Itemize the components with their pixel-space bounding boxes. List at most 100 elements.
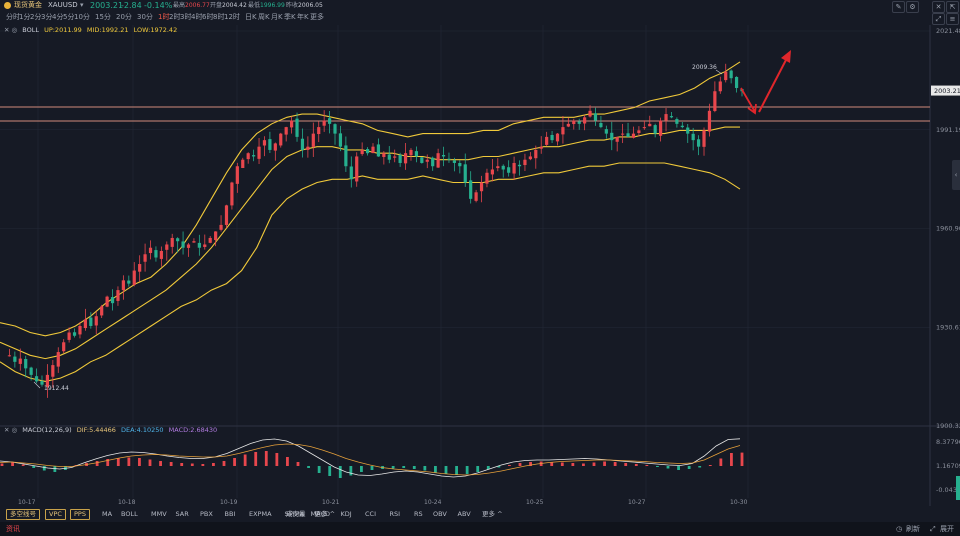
indicator-sub-item[interactable]: RS [414,510,423,518]
timeframe-tab[interactable]: 分时 [6,13,20,21]
timeframe-tab[interactable]: 5分 [63,13,75,21]
indicator-main-item[interactable]: EXPMA [249,510,272,518]
timeframe-tab[interactable]: 20分 [116,13,132,21]
x-tick-label: 10-17 [18,499,36,506]
close-icon[interactable]: ✕ [932,1,945,13]
expand-footer-icon[interactable]: ⤢ [930,525,936,533]
candle-body [29,367,33,375]
macd-tick-label: 8.37796 [936,438,960,446]
macd-panel [0,438,744,478]
timeframe-tab[interactable]: 6时 [202,13,214,21]
expand-label[interactable]: 展开 [940,525,954,533]
macd-bar [275,453,279,466]
timeframe-tab[interactable]: 3分 [41,13,53,21]
timeframe-tab[interactable]: 4时 [191,13,203,21]
candle-body [523,159,527,166]
candle-body [317,127,321,135]
candle-body [631,133,636,138]
settings-icon[interactable]: ⚙ [906,1,919,13]
indicator-sub-item[interactable]: KDJ [340,510,352,518]
macd-bar [708,465,712,466]
indicator-main-item[interactable]: 更多 ^ [314,510,336,518]
timeframe-tab[interactable]: 10分 [74,13,90,21]
instrument-symbol[interactable]: XAUUSD [48,1,78,9]
macd-bar [169,462,173,466]
pps-button[interactable]: PPS [70,509,90,520]
candle-body [159,250,163,259]
timeframe-tab[interactable]: 季K [284,13,296,21]
timeframe-tab[interactable]: 2时 [169,13,181,21]
macd-bar [222,461,226,466]
candle-body [659,120,663,136]
timeframe-tab[interactable]: 8时 [213,13,225,21]
draw-tool-icon[interactable]: ✎ [892,1,905,13]
macd-bar [243,454,247,466]
indicator-main-item[interactable]: BBI [224,510,236,518]
timeframe-tab[interactable]: 15分 [95,13,111,21]
candle-body [344,145,348,167]
indicator-sub-item[interactable]: 成交量 [286,510,306,518]
indicator-main-item[interactable]: PBX [200,510,213,518]
candle-body [7,355,12,357]
timeframe-tab[interactable]: 月K [271,13,283,21]
long-short-signal-button[interactable]: 多空线号 [6,509,40,520]
macd-bar [434,466,437,473]
macd-bar [634,464,638,466]
candle-body [322,120,326,126]
price-chart[interactable]: 2021.48 1991.19 1960.90 1930.61 1900.32 2003.… [0,0,960,506]
x-tick-label: 10-21 [322,499,340,506]
timeframe-tab[interactable]: 30分 [137,13,153,21]
indicator-main-item[interactable]: SMMA [284,510,305,518]
timeframe-tab[interactable]: 3时 [180,13,192,21]
macd-bar [328,466,332,476]
indicator-sub-item[interactable]: RSI [389,510,401,518]
price-tick-label: 1930.61 [936,323,960,331]
macd-bar [0,463,4,466]
refresh-icon[interactable]: ◷ [896,525,903,533]
timeframe-tab[interactable]: 1分 [19,13,31,21]
macd-bar [508,465,511,466]
macd-bar [201,464,205,466]
candle-body [447,158,451,160]
indicator-sub-item[interactable]: MACD [310,510,330,518]
indicator-sub-item[interactable]: ABV [457,510,471,518]
indicator-main-item[interactable]: BOLL [121,510,138,518]
indicator-sub-item[interactable]: CCI [365,510,376,518]
menu-icon[interactable]: ≡ [946,13,959,25]
symbol-dropdown-icon[interactable]: ▾ [80,1,84,9]
timeframe-tab[interactable]: 1时 [158,13,170,21]
candle-body [45,374,50,387]
annotations: 2009.36 1912.44 [33,50,791,392]
indicator-main-item[interactable]: MA [102,510,113,518]
timeframe-tab[interactable]: 2分 [30,13,42,21]
timeframe-tab[interactable]: 更多 [310,13,324,21]
high-annotation: 2009.36 [692,64,717,71]
candle-body [686,127,690,134]
macd-eye-icon[interactable]: ✕ ◎ [4,426,18,434]
indicator-main-item[interactable]: MMV [151,510,167,518]
candle-body [24,359,28,369]
boll-name: BOLL [22,26,39,34]
eye-icon[interactable]: ✕ ◎ [4,26,18,34]
indicator-sub-item[interactable]: 更多 ^ [482,510,503,518]
refresh-label[interactable]: 刷新 [906,525,920,533]
expand-icon[interactable]: ⤢ [932,13,945,25]
macd-bar [476,466,480,472]
macd-bar [486,466,490,470]
current-price-tag [931,85,960,96]
share-icon[interactable]: ⇱ [946,1,959,13]
news-tab[interactable]: 资讯 [6,525,20,533]
timeframe-tab[interactable]: 12时 [224,13,240,21]
side-collapse-handle[interactable]: ‹ [952,160,960,190]
timeframe-tab[interactable]: 年K [297,13,309,21]
indicator-main-item[interactable]: SAR [175,510,189,518]
candle-body [545,136,549,145]
indicator-sub-item[interactable]: OBV [433,510,447,518]
timeframe-tab[interactable]: 日K [245,13,257,21]
candle-body [507,167,511,173]
timeframe-tab[interactable]: 周K [258,13,270,21]
instrument-name[interactable]: 现货黄金 [14,1,42,9]
vpc-button[interactable]: VPC [45,509,66,520]
timeframe-tab[interactable]: 4分 [52,13,64,21]
macd-bar [529,462,532,466]
